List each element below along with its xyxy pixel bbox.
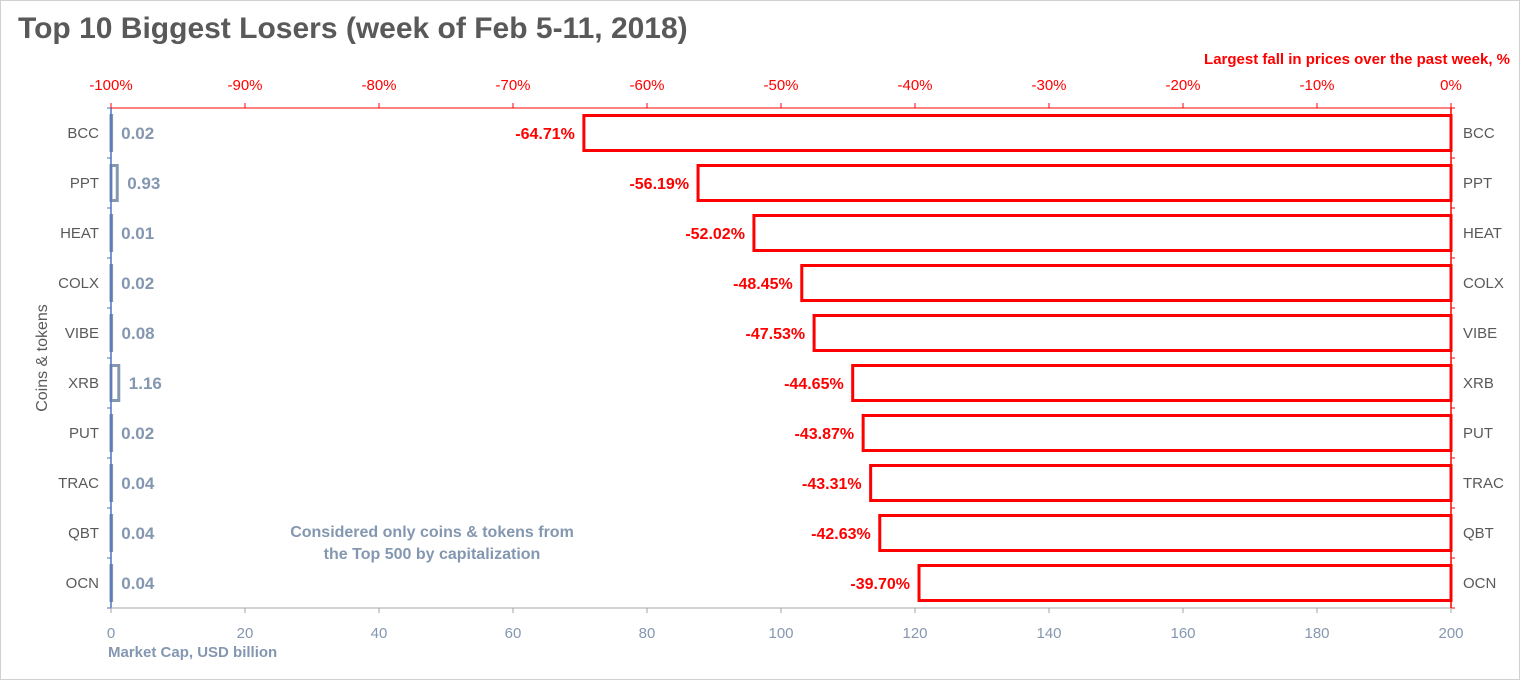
price-change-bar-qbt (878, 514, 1453, 552)
market-cap-label: 0.04 (121, 574, 155, 593)
top-axis-tick-label: -30% (1031, 77, 1066, 94)
category-label-left: XRB (68, 375, 99, 392)
top-axis-title: Largest fall in prices over the past wee… (1204, 51, 1510, 68)
market-cap-bars-group (109, 114, 121, 602)
category-label-right: PPT (1463, 175, 1492, 192)
category-label-left: QBT (68, 525, 99, 542)
bottom-axis-tick-label: 160 (1170, 625, 1195, 642)
price-change-label: -48.45% (733, 276, 793, 293)
price-change-bar-put (861, 414, 1453, 452)
top-axis-tick-label: 0% (1440, 77, 1462, 94)
market-cap-label: 0.02 (121, 124, 154, 143)
price-change-label: -56.19% (629, 176, 689, 193)
bottom-axis-tick-label: 80 (639, 625, 656, 642)
category-label-left: OCN (66, 575, 99, 592)
category-label-left: PUT (69, 425, 99, 442)
price-change-bar-trac (869, 464, 1453, 502)
top-axis-tick-label: -100% (89, 77, 132, 94)
price-change-label: -52.02% (685, 226, 745, 243)
bottom-axis-tick-label: 20 (237, 625, 254, 642)
note-text-line: the Top 500 by capitalization (324, 546, 541, 563)
price-change-bar-ocn (917, 564, 1453, 602)
market-cap-label: 0.04 (121, 524, 155, 543)
price-change-label: -47.53% (746, 326, 806, 343)
chart-title: Top 10 Biggest Losers (week of Feb 5-11,… (18, 12, 688, 45)
price-change-bar-bcc (582, 114, 1453, 152)
price-change-bar-xrb (851, 364, 1453, 402)
market-cap-label: 1.16 (129, 374, 162, 393)
market-cap-label: 0.08 (122, 324, 155, 343)
price-change-label: -64.71% (515, 126, 575, 143)
price-change-label: -44.65% (784, 376, 844, 393)
category-label-right: COLX (1463, 275, 1504, 292)
bottom-axis-tick-label: 40 (371, 625, 388, 642)
labels-group: -64.71% -56.19% -52.02% -48.45% -47.53% -44.6… (34, 51, 1510, 661)
market-cap-bar-xrb (109, 364, 121, 402)
note-text-line: Considered only coins & tokens from (290, 524, 574, 541)
category-label-right: BCC (1463, 125, 1495, 142)
category-label-right: XRB (1463, 375, 1494, 392)
top-axis-tick-label: -80% (361, 77, 396, 94)
category-label-left: HEAT (60, 225, 99, 242)
bottom-axis-tick-label: 120 (902, 625, 927, 642)
bottom-axis-tick-label: 180 (1304, 625, 1329, 642)
category-label-right: TRAC (1463, 475, 1504, 492)
axes-group (107, 103, 1455, 613)
top-axis-tick-label: -90% (227, 77, 262, 94)
market-cap-label: 0.04 (121, 474, 155, 493)
category-label-right: PUT (1463, 425, 1493, 442)
market-cap-label: 0.93 (127, 174, 160, 193)
price-change-bar-colx (800, 264, 1453, 302)
top-axis-tick-label: -20% (1165, 77, 1200, 94)
market-cap-label: 0.01 (121, 224, 154, 243)
price-change-bar-vibe (812, 314, 1453, 352)
price-change-label: -43.87% (795, 426, 855, 443)
price-change-label: -42.63% (811, 526, 871, 543)
price-change-label: -39.70% (850, 576, 910, 593)
price-change-bar-heat (752, 214, 1453, 252)
bottom-axis-tick-label: 0 (107, 625, 115, 642)
bottom-axis-tick-label: 100 (768, 625, 793, 642)
top-axis-tick-label: -10% (1299, 77, 1334, 94)
market-cap-label: 0.02 (121, 424, 154, 443)
category-axis-title: Coins & tokens (34, 304, 51, 412)
price-bars-group (582, 114, 1453, 602)
category-label-left: BCC (67, 125, 99, 142)
category-label-right: HEAT (1463, 225, 1502, 242)
top-axis-tick-label: -60% (629, 77, 664, 94)
top-axis-tick-label: -50% (763, 77, 798, 94)
category-label-left: PPT (70, 175, 99, 192)
top-axis-tick-label: -70% (495, 77, 530, 94)
top-axis-tick-label: -40% (897, 77, 932, 94)
market-cap-bar-ppt (109, 164, 119, 202)
price-change-bar-ppt (696, 164, 1453, 202)
category-label-right: QBT (1463, 525, 1494, 542)
category-label-left: TRAC (58, 475, 99, 492)
category-label-right: OCN (1463, 575, 1496, 592)
price-change-label: -43.31% (802, 476, 862, 493)
category-label-left: VIBE (65, 325, 99, 342)
category-label-left: COLX (58, 275, 99, 292)
bottom-axis-tick-label: 200 (1438, 625, 1463, 642)
market-cap-label: 0.02 (121, 274, 154, 293)
category-label-right: VIBE (1463, 325, 1497, 342)
bottom-axis-title: Market Cap, USD billion (108, 644, 277, 661)
bottom-axis-tick-label: 140 (1036, 625, 1061, 642)
bottom-axis-tick-label: 60 (505, 625, 522, 642)
